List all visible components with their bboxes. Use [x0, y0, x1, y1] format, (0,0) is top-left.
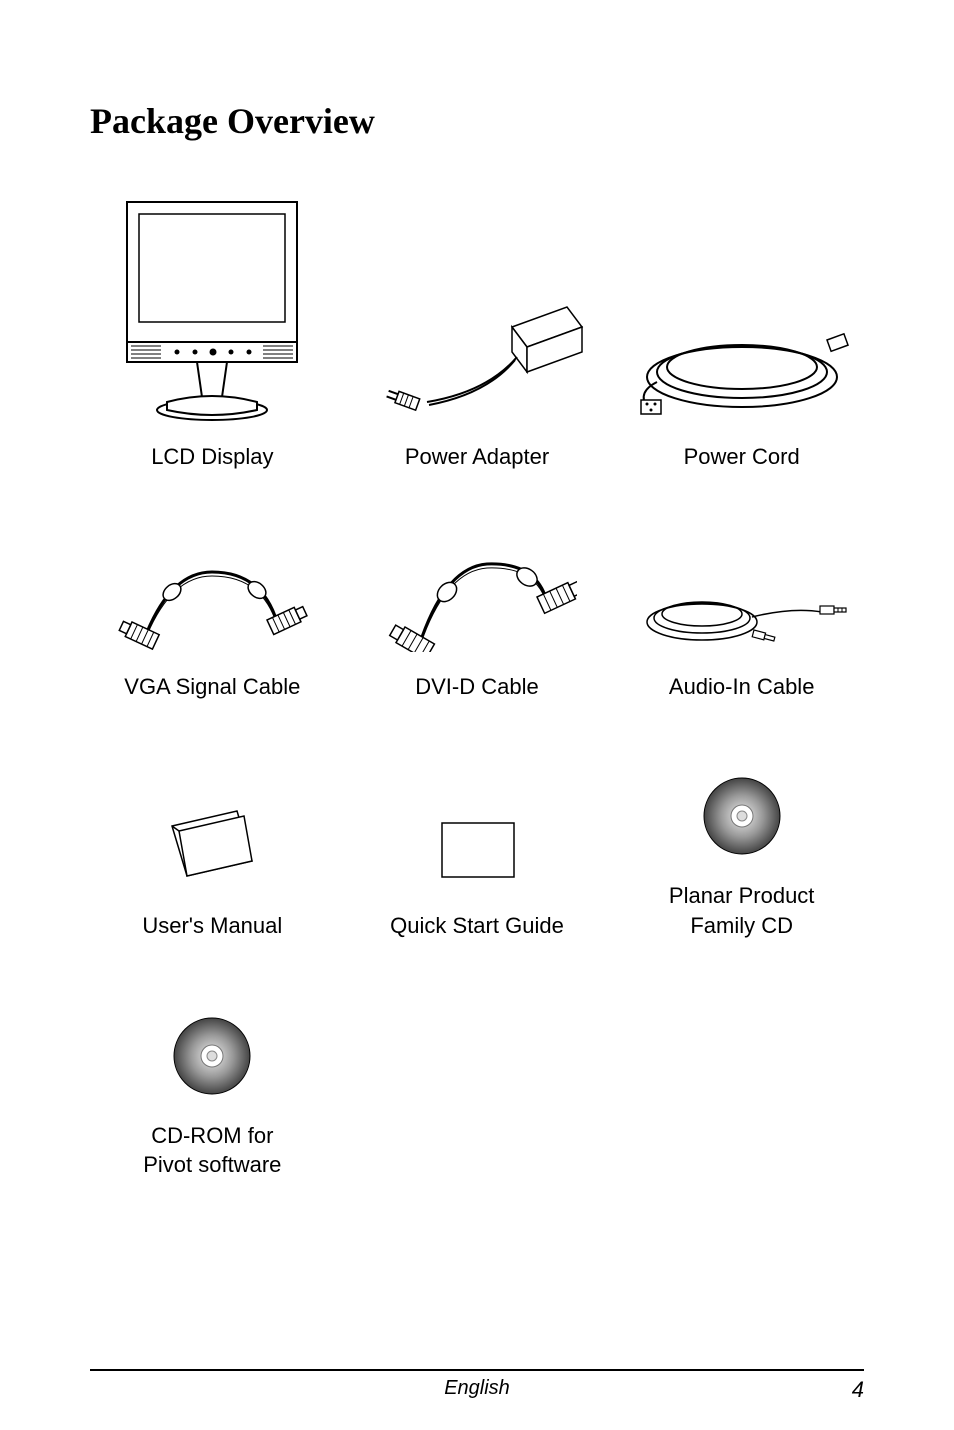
- footer-page-number: 4: [852, 1377, 864, 1403]
- power-cord-icon: [619, 242, 864, 422]
- caption-cord: Power Cord: [684, 442, 800, 472]
- lcd-display-icon: [90, 242, 335, 422]
- quick-start-icon: [355, 791, 600, 891]
- item-power-cord: Power Cord: [619, 242, 864, 472]
- caption-qsg: Quick Start Guide: [390, 911, 564, 941]
- item-audio-cable: Audio-In Cable: [619, 532, 864, 702]
- caption-lcd: LCD Display: [151, 442, 273, 472]
- power-adapter-icon: [355, 242, 600, 422]
- item-planar-cd: Planar ProductFamily CD: [619, 761, 864, 940]
- caption-manual: User's Manual: [142, 911, 282, 941]
- item-lcd-display: LCD Display: [90, 242, 335, 472]
- audio-cable-icon: [619, 532, 864, 652]
- caption-adapter: Power Adapter: [405, 442, 549, 472]
- caption-dvi: DVI-D Cable: [415, 672, 538, 702]
- dvi-cable-icon: [355, 532, 600, 652]
- item-users-manual: User's Manual: [90, 761, 335, 940]
- item-pivot-cd: CD-ROM forPivot software: [90, 1001, 335, 1180]
- planar-cd-icon: [619, 761, 864, 861]
- caption-audio: Audio-In Cable: [669, 672, 815, 702]
- caption-pivot-cd: CD-ROM forPivot software: [143, 1121, 281, 1180]
- vga-cable-icon: [90, 532, 335, 652]
- item-dvi-cable: DVI-D Cable: [355, 532, 600, 702]
- page-title: Package Overview: [90, 100, 864, 142]
- item-quick-start: Quick Start Guide: [355, 761, 600, 940]
- item-vga-cable: VGA Signal Cable: [90, 532, 335, 702]
- caption-planar-cd: Planar ProductFamily CD: [669, 881, 815, 940]
- pivot-cd-icon: [90, 1001, 335, 1101]
- footer-language: English: [90, 1377, 864, 1400]
- page-footer: English 4: [90, 1369, 864, 1400]
- caption-vga: VGA Signal Cable: [124, 672, 300, 702]
- manual-icon: [90, 791, 335, 891]
- item-power-adapter: Power Adapter: [355, 242, 600, 472]
- package-grid: LCD Display: [90, 242, 864, 1180]
